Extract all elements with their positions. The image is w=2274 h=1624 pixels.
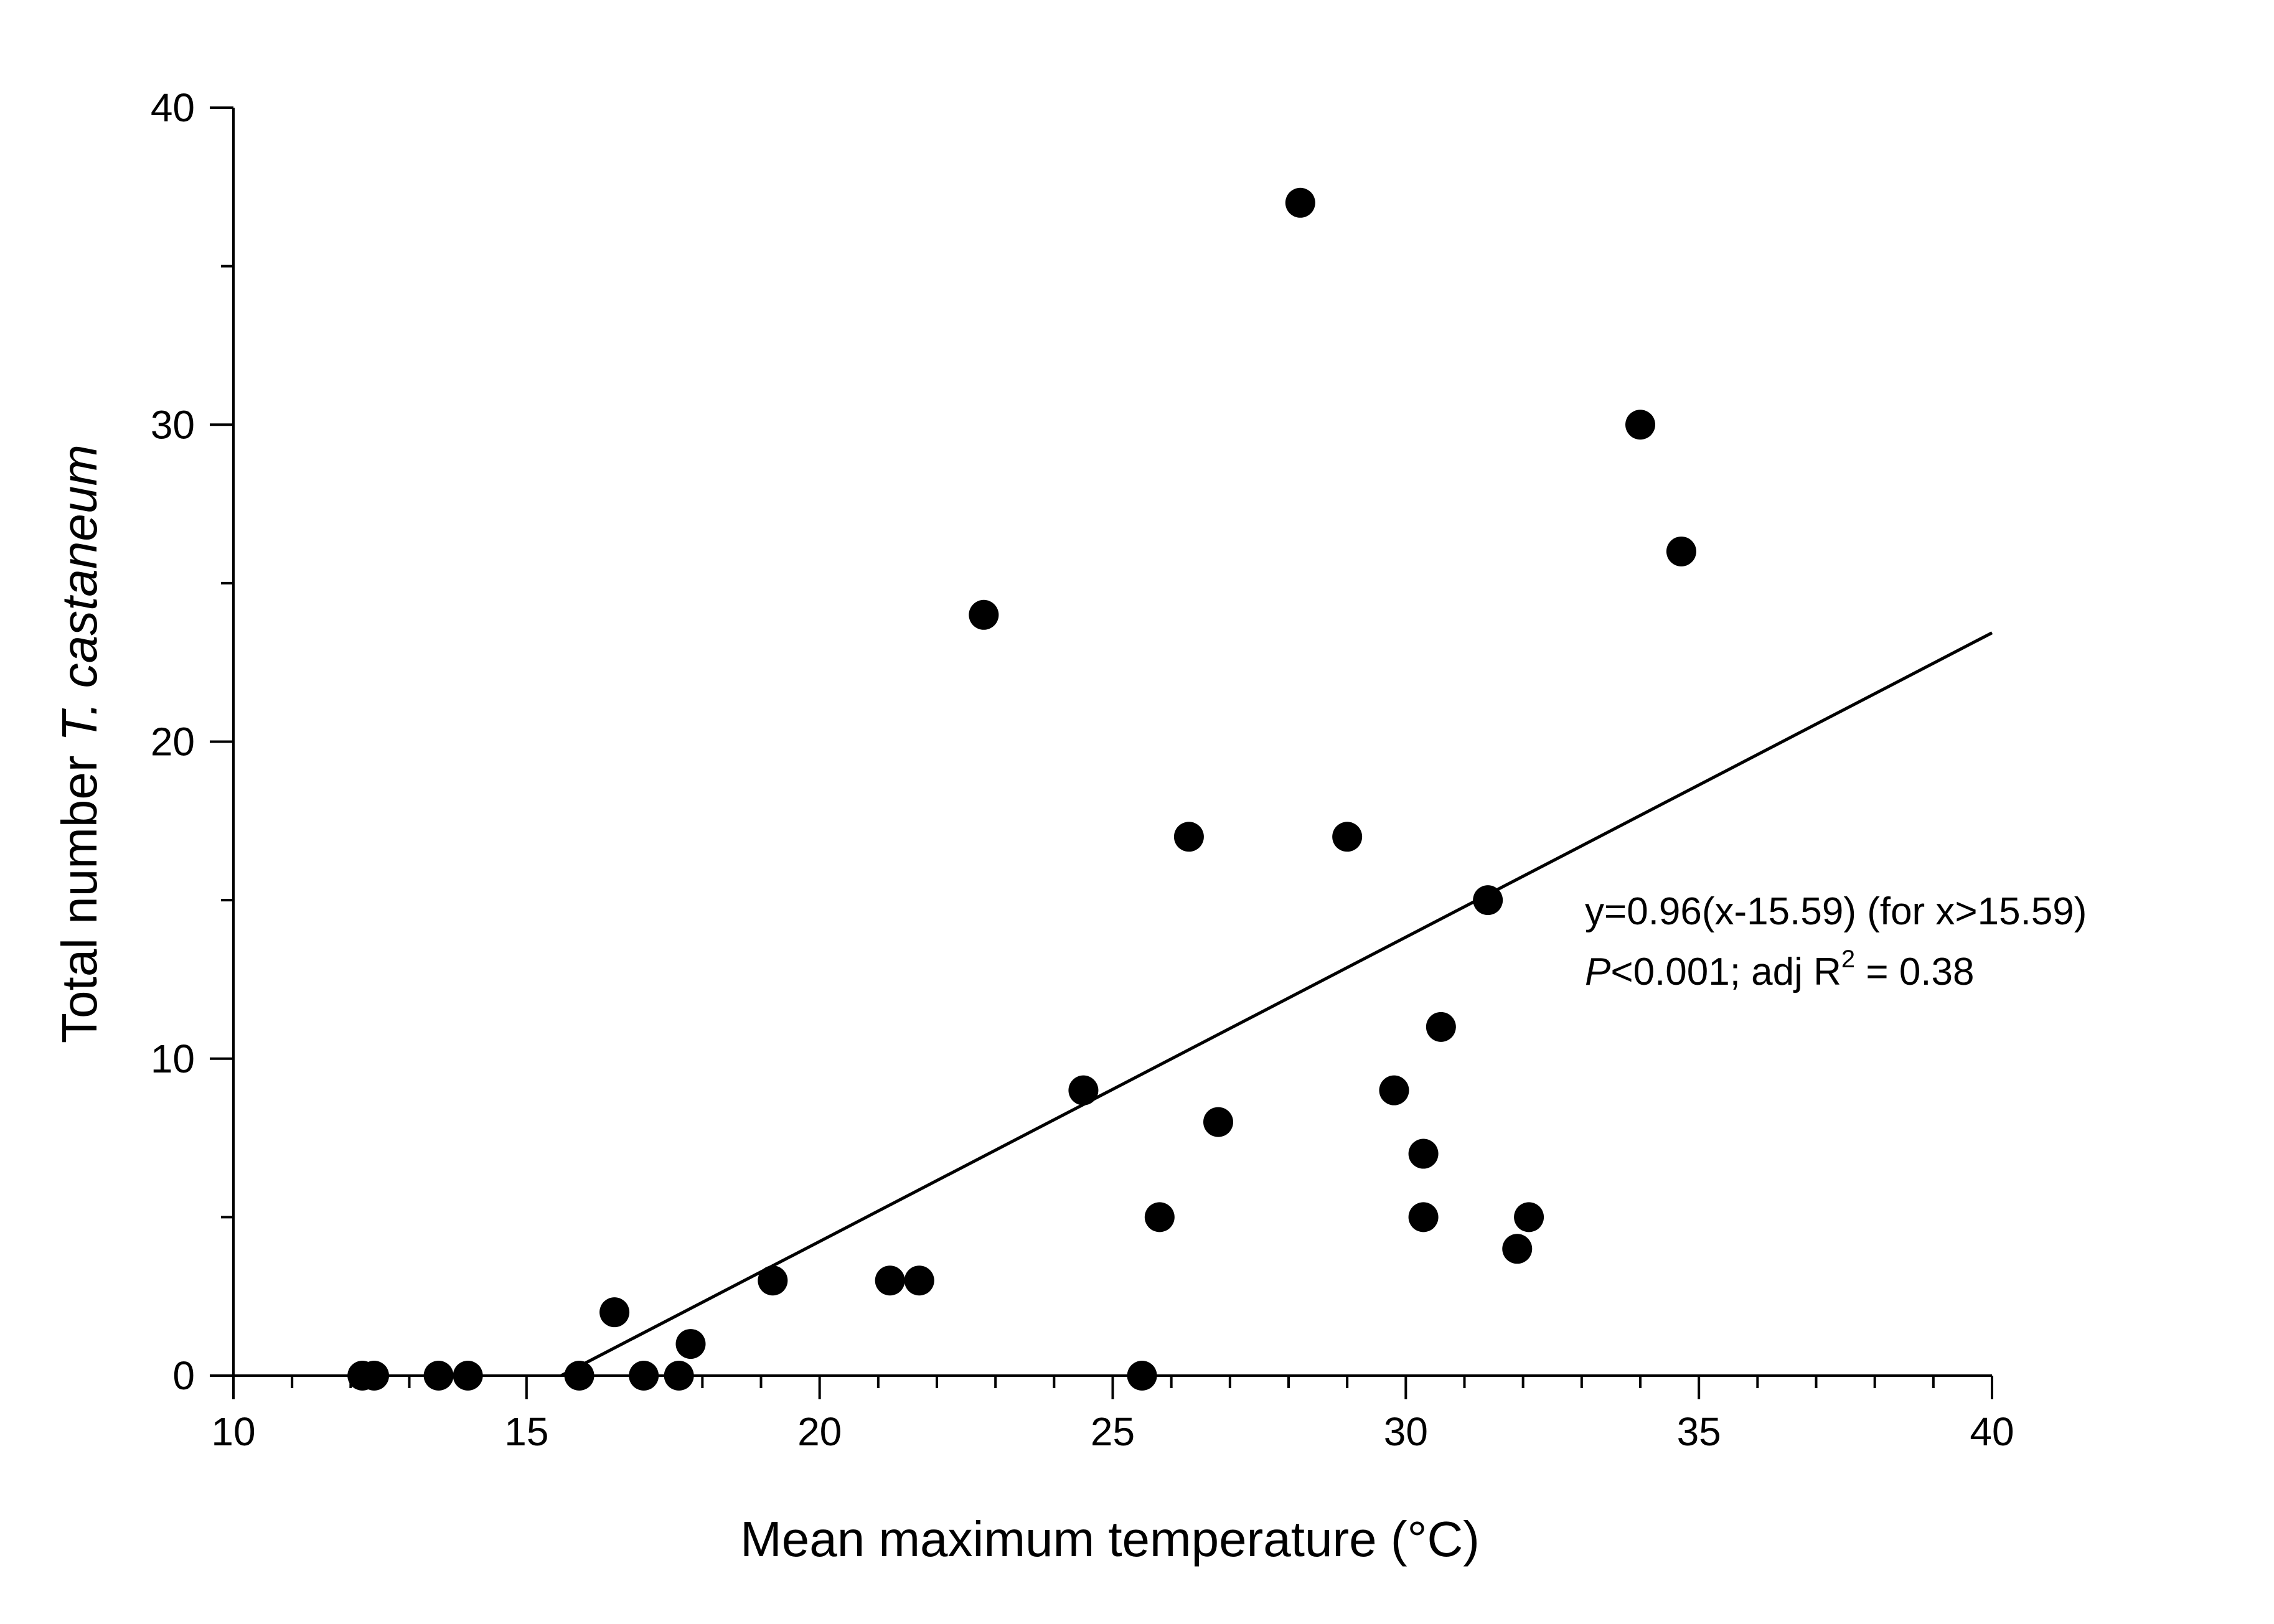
x-axis-title: Mean maximum temperature (°C) [740, 1511, 1480, 1567]
y-tick-label: 20 [151, 720, 195, 764]
y-axis-title: Total number T. castaneum [52, 444, 107, 1043]
data-point [664, 1361, 694, 1391]
regression-line-group [560, 631, 1993, 1378]
data-point [875, 1265, 905, 1296]
data-point [675, 1329, 706, 1359]
data-point [423, 1361, 454, 1391]
data-point [1379, 1075, 1409, 1105]
data-point [453, 1361, 483, 1391]
data-point [1666, 536, 1696, 566]
data-point [1408, 1202, 1439, 1232]
regression-line [560, 631, 1993, 1378]
x-tick-label: 25 [1091, 1409, 1135, 1454]
y-axis-title-prefix: Total number [52, 741, 107, 1043]
r2-value: = 0.38 [1855, 950, 1974, 993]
data-point [1127, 1361, 1157, 1391]
data-points [347, 187, 1696, 1391]
x-tick-label: 10 [211, 1409, 255, 1454]
x-tick-label: 20 [797, 1409, 842, 1454]
data-point [359, 1361, 389, 1391]
data-point [1426, 1011, 1456, 1042]
data-point [1203, 1107, 1233, 1137]
data-point [1408, 1138, 1439, 1169]
y-axis-title-species: T. castaneum [52, 444, 107, 741]
data-point [1625, 410, 1655, 440]
data-point [904, 1265, 934, 1296]
y-tick-label: 10 [151, 1036, 195, 1081]
data-point [758, 1265, 788, 1296]
axes: 10 15 20 25 30 35 40 0 10 20 30 40 [151, 85, 2014, 1454]
x-tick-label: 40 [1970, 1409, 2014, 1454]
r2-superscript: 2 [1841, 946, 1855, 973]
data-point [1285, 187, 1315, 218]
x-tick-label: 35 [1677, 1409, 1721, 1454]
data-point [1144, 1202, 1175, 1232]
x-tick-label: 15 [504, 1409, 548, 1454]
data-point [564, 1361, 594, 1391]
data-point [1502, 1234, 1533, 1264]
data-point [1514, 1202, 1544, 1232]
fit-equation-label: y=0.96(x-15.59) (for x>15.59) [1585, 890, 2087, 933]
x-tick-label: 30 [1384, 1409, 1428, 1454]
y-tick-label: 0 [172, 1353, 195, 1398]
data-point [629, 1361, 659, 1391]
data-point [1473, 885, 1503, 916]
y-tick-label: 30 [151, 402, 195, 447]
data-point [599, 1297, 630, 1328]
data-point [1068, 1075, 1099, 1105]
data-point [1173, 822, 1204, 852]
data-point [1332, 822, 1363, 852]
y-tick-label: 40 [151, 85, 195, 130]
data-point [969, 599, 999, 630]
fit-stats-label: P<0.001; adj R2 = 0.38 [1585, 946, 1974, 993]
p-value-symbol: P [1585, 950, 1610, 993]
p-value-text: <0.001; adj R [1610, 950, 1841, 993]
